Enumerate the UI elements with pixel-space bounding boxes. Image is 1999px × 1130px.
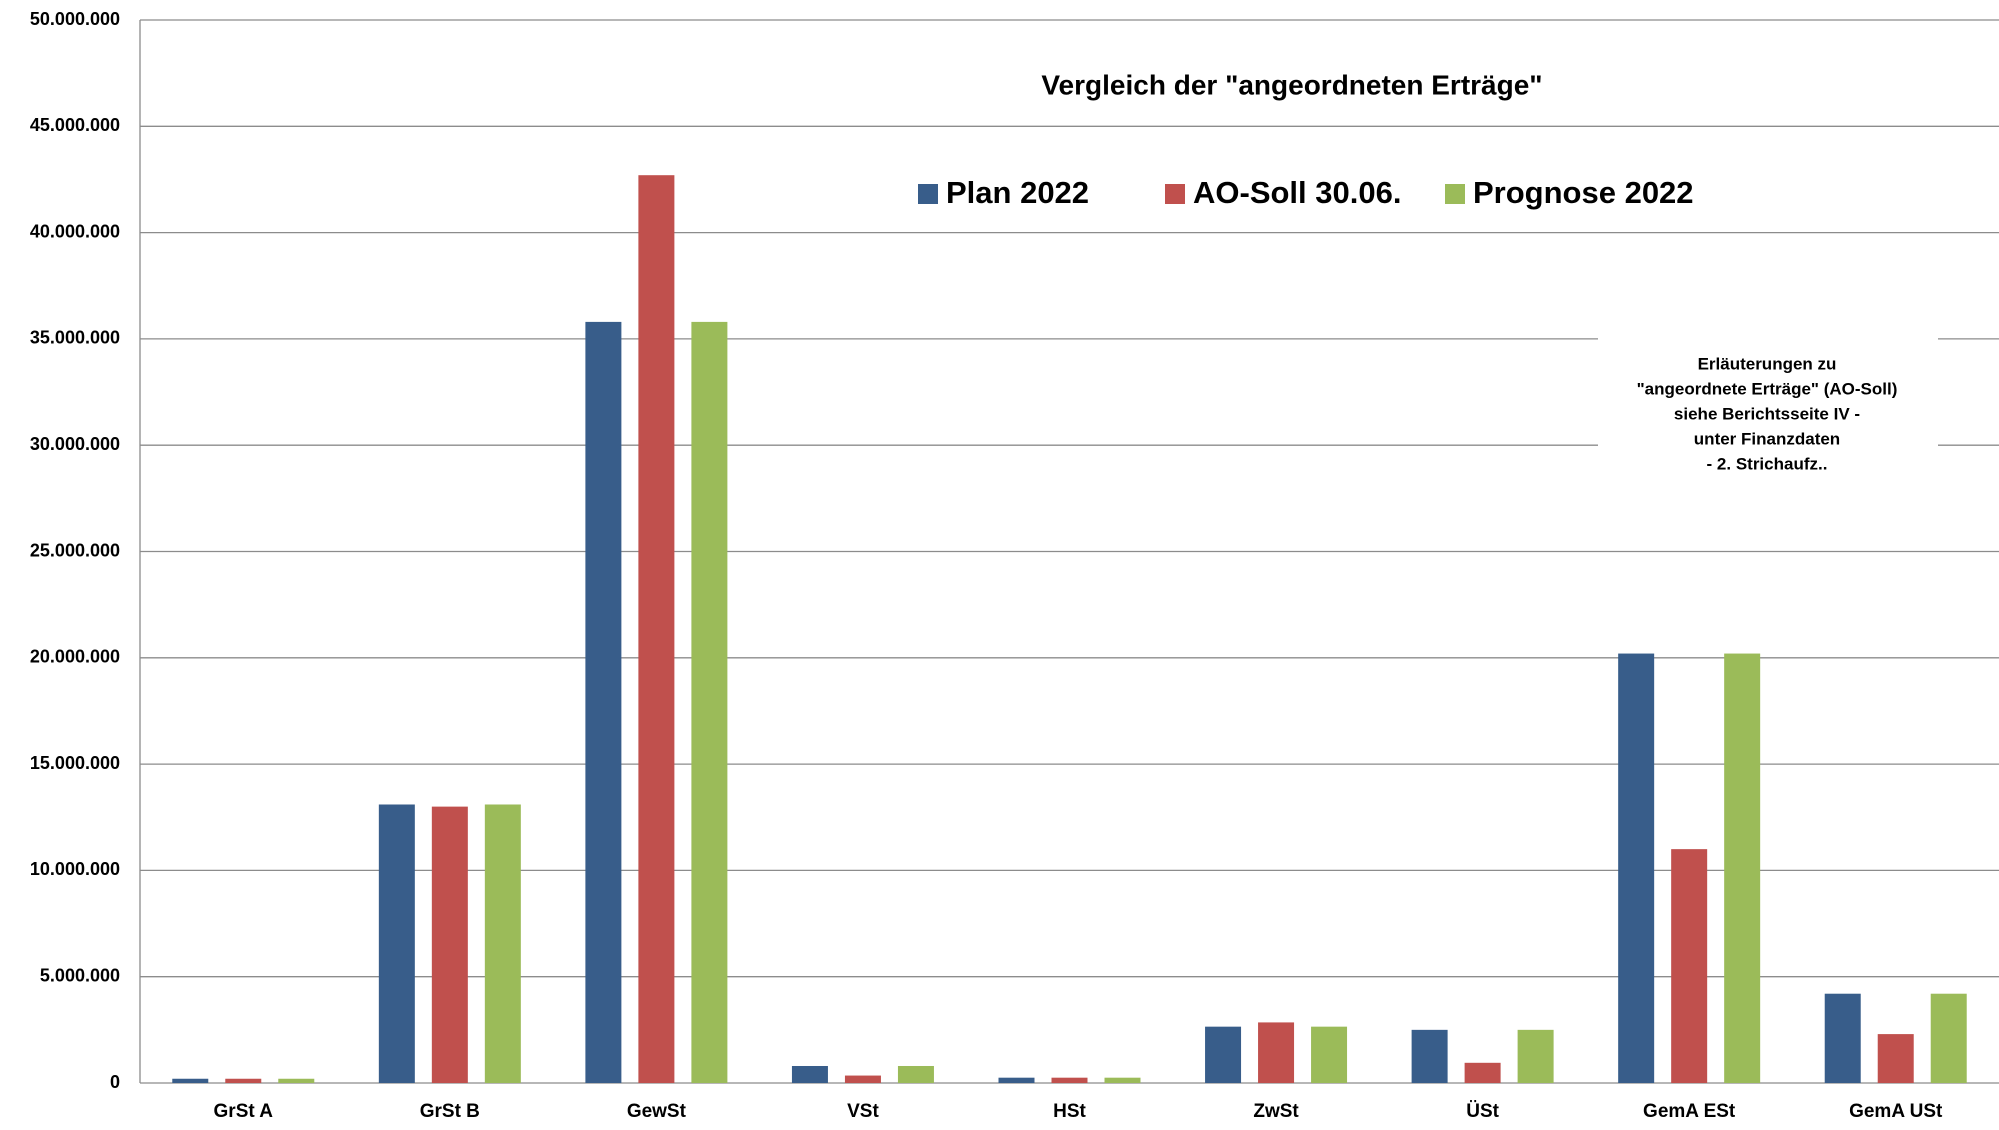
y-tick-label: 25.000.000	[30, 540, 120, 560]
y-tick-label: 45.000.000	[30, 115, 120, 135]
bar	[431, 806, 468, 1083]
y-tick-label: 30.000.000	[30, 434, 120, 454]
y-tick-label: 15.000.000	[30, 753, 120, 773]
y-tick-label: 40.000.000	[30, 221, 120, 241]
annotation-line: "angeordnete Erträge" (AO-Soll)	[1637, 379, 1898, 398]
y-tick-label: 0	[110, 1072, 120, 1092]
y-tick-label: 50.000.000	[30, 9, 120, 29]
y-tick-label: 20.000.000	[30, 647, 120, 667]
x-tick-label: GewSt	[627, 1101, 687, 1122]
bar	[378, 804, 415, 1083]
legend-swatch	[1445, 184, 1465, 204]
bar	[691, 321, 728, 1084]
x-tick-label: ÜSt	[1466, 1101, 1499, 1122]
bar	[1258, 1022, 1295, 1083]
y-tick-label: 5.000.000	[40, 965, 120, 985]
bar	[1824, 993, 1861, 1083]
y-tick-label: 10.000.000	[30, 859, 120, 879]
bar	[1411, 1029, 1448, 1083]
x-tick-label: GemA ESt	[1643, 1101, 1736, 1122]
y-tick-label: 35.000.000	[30, 328, 120, 348]
x-tick-label: GrSt B	[420, 1101, 480, 1122]
legend-swatch	[1165, 184, 1185, 204]
bar	[897, 1065, 934, 1083]
bar	[1877, 1034, 1914, 1083]
bar	[1104, 1077, 1141, 1083]
bar	[638, 175, 675, 1083]
bar	[1205, 1026, 1242, 1083]
bar	[1051, 1077, 1088, 1083]
legend-label: Prognose 2022	[1473, 175, 1694, 210]
chart-title: Vergleich der "angeordneten Erträge"	[1041, 69, 1542, 100]
legend-swatch	[918, 184, 938, 204]
annotation-line: siehe Berichtsseite IV -	[1674, 404, 1860, 423]
bar	[844, 1075, 881, 1083]
annotation-box	[1598, 334, 1938, 449]
bar	[1464, 1062, 1501, 1083]
bar	[791, 1065, 828, 1083]
x-tick-label: HSt	[1053, 1101, 1086, 1122]
bar	[585, 321, 622, 1084]
bar	[278, 1078, 315, 1083]
legend-label: Plan 2022	[946, 175, 1089, 210]
x-tick-label: VSt	[847, 1101, 879, 1122]
bar	[172, 1078, 209, 1083]
x-tick-label: ZwSt	[1253, 1101, 1299, 1122]
annotation-line: - 2. Strichaufz..	[1707, 454, 1828, 473]
bar	[1671, 849, 1708, 1083]
bar	[1930, 993, 1967, 1083]
legend-label: AO-Soll 30.06.	[1193, 175, 1401, 210]
annotation-line: unter Finanzdaten	[1694, 429, 1840, 448]
annotation-line: Erläuterungen zu	[1698, 354, 1837, 373]
x-tick-label: GemA USt	[1849, 1101, 1943, 1122]
bar	[998, 1077, 1035, 1083]
bar	[1618, 653, 1655, 1083]
bar	[225, 1078, 262, 1083]
bar	[1517, 1029, 1554, 1083]
bar	[1311, 1026, 1348, 1083]
bar	[484, 804, 521, 1083]
x-tick-label: GrSt A	[214, 1101, 274, 1122]
bar	[1724, 653, 1761, 1083]
